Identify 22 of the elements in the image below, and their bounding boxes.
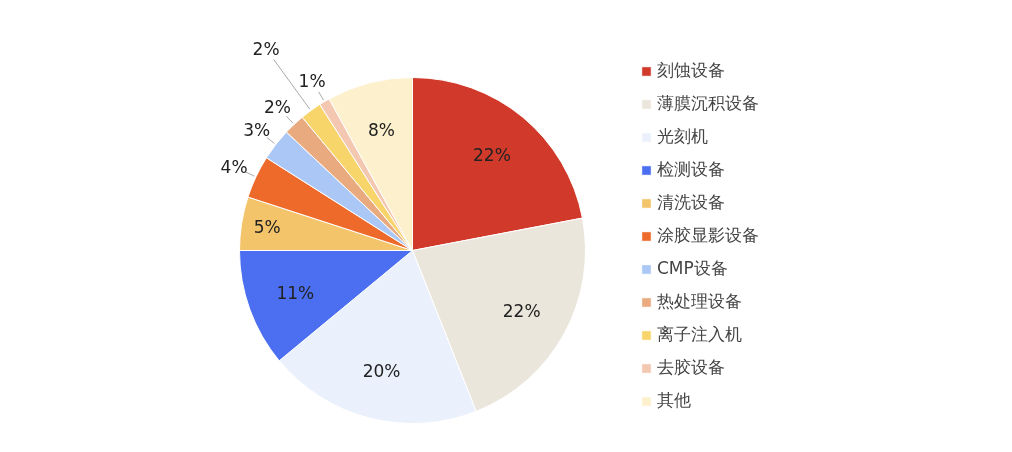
legend-label: 光刻机 — [657, 125, 708, 148]
legend-label: 薄膜沉积设备 — [657, 92, 759, 115]
legend-label: 检测设备 — [657, 158, 725, 181]
legend-label: 刻蚀设备 — [657, 59, 725, 82]
legend-label: 其他 — [657, 389, 691, 412]
data-label: 22% — [502, 300, 541, 321]
data-label: 11% — [276, 282, 315, 303]
legend-label: 热处理设备 — [657, 290, 742, 313]
legend-label: 离子注入机 — [657, 323, 742, 346]
data-label: 3% — [243, 119, 271, 140]
data-label: 2% — [252, 38, 280, 59]
data-label: 4% — [220, 156, 248, 177]
legend-label: CMP设备 — [657, 257, 728, 280]
data-label: 1% — [298, 70, 326, 91]
data-label: 5% — [253, 217, 281, 238]
legend-label: 清洗设备 — [657, 191, 725, 214]
data-label: 8% — [368, 119, 396, 140]
data-label: 22% — [473, 144, 511, 165]
data-label: 20% — [362, 361, 401, 382]
legend-label: 涂胶显影设备 — [657, 224, 759, 247]
data-label: 2% — [264, 96, 291, 117]
legend-label: 去胶设备 — [657, 356, 725, 379]
